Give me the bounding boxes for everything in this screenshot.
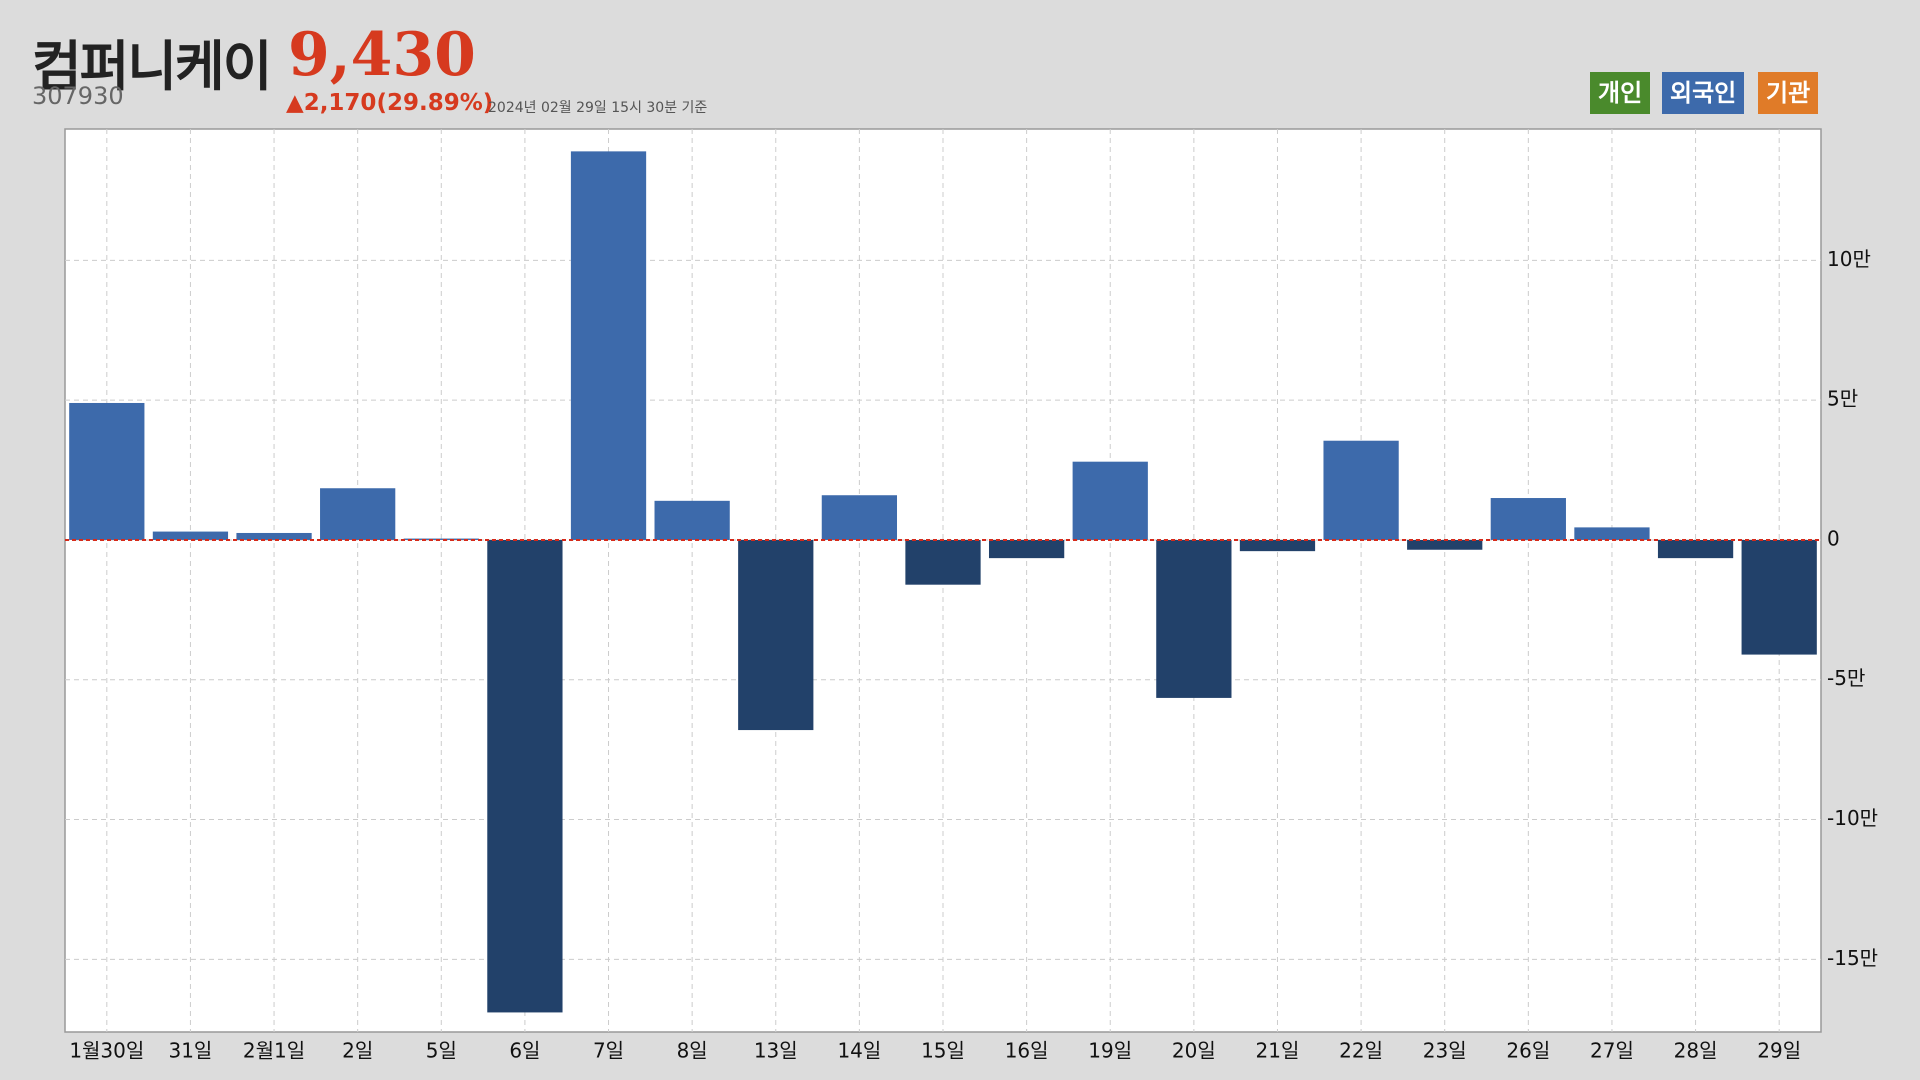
institution-button[interactable]: 기관 [1758,72,1819,114]
x-tick-label: 26일 [1506,1039,1550,1063]
bar [1574,527,1650,540]
x-tick-label: 16일 [1005,1039,1049,1063]
price-change: ▲2,170(29.89%) [286,90,493,116]
x-tick-label: 5일 [426,1039,457,1063]
bar [1239,539,1316,552]
x-tick-label: 7일 [593,1039,624,1063]
x-tick-label: 20일 [1172,1039,1216,1063]
bar [236,532,312,540]
y-tick-label: -15만 [1827,946,1878,970]
bar [69,402,145,540]
x-tick-label: 2일 [342,1039,373,1063]
x-tick-label: 13일 [754,1039,798,1063]
bar [403,538,479,540]
x-tick-label: 31일 [168,1039,212,1063]
x-tick-label: 14일 [837,1039,881,1063]
x-tick-label: 19일 [1088,1039,1132,1063]
x-tick-label: 1월30일 [69,1039,144,1063]
x-tick-label: 15일 [921,1039,965,1063]
stock-name: 컴퍼니케이 [32,35,272,98]
bar [821,495,898,540]
bar [570,151,647,540]
bar [487,539,563,1013]
y-tick-label: -10만 [1827,806,1878,830]
x-tick-label: 8일 [677,1039,708,1063]
bar [152,531,229,540]
x-tick-label: 22일 [1339,1039,1383,1063]
change-percent: (29.89%) [376,90,494,116]
bar [654,500,730,540]
bar [320,488,396,540]
x-tick-label: 28일 [1674,1039,1718,1063]
stock-price: 9,430 [288,20,476,90]
foreign-button[interactable]: 외국인 [1662,72,1745,114]
bar [905,539,981,585]
bar [738,539,814,731]
x-tick-label: 21일 [1256,1039,1300,1063]
bar [1657,539,1734,559]
individual-button[interactable]: 개인 [1590,72,1651,114]
x-tick-label: 29일 [1757,1039,1801,1063]
y-tick-label: -5만 [1827,666,1865,690]
bar [1490,498,1566,540]
bar [988,539,1065,559]
bar [1072,461,1148,540]
x-tick-label: 6일 [509,1039,540,1063]
bar [1156,539,1232,698]
x-tick-label: 23일 [1423,1039,1467,1063]
change-amount: ▲2,170 [286,90,377,116]
stock-code: 307930 [32,82,124,110]
bar [1741,539,1817,655]
x-tick-label: 27일 [1590,1039,1634,1063]
bar [1323,440,1399,540]
bar [1407,539,1483,550]
y-tick-label: 0 [1827,526,1840,550]
y-tick-label: 5만 [1827,387,1858,411]
x-tick-label: 2월1일 [243,1039,305,1063]
as-of-date: 2024년 02월 29일 15시 30분 기준 [488,100,708,116]
y-tick-label: 10만 [1827,247,1871,271]
